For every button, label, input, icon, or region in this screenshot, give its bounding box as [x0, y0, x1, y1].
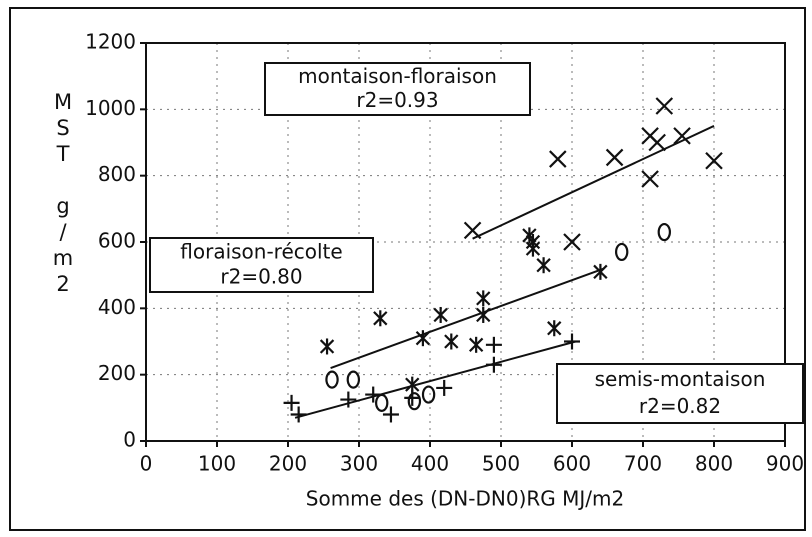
ring: [421, 385, 436, 404]
regression-line: [330, 267, 605, 369]
stroke: [648, 133, 666, 152]
x-tick-label: 300: [340, 452, 378, 476]
point: [340, 391, 357, 408]
y-tick-label: 1000: [85, 96, 136, 120]
point: [365, 386, 382, 403]
y-tick-label: 1200: [85, 30, 136, 54]
stroke: [563, 233, 581, 251]
point: [549, 150, 567, 168]
x-tick-label: 100: [198, 452, 236, 476]
y-tick-label: 600: [98, 229, 136, 253]
y-tick-label: 200: [98, 361, 136, 385]
regression-line: [294, 340, 576, 419]
point: [375, 393, 389, 412]
stroke: [641, 170, 659, 188]
point: [564, 333, 580, 350]
point: [290, 406, 307, 423]
point: [421, 385, 436, 404]
y-tick-label: 800: [98, 162, 136, 186]
point: [476, 306, 491, 323]
stroke: [605, 148, 624, 167]
ring: [407, 392, 422, 411]
point: [436, 379, 453, 396]
point: [536, 257, 551, 274]
point: [485, 336, 502, 353]
point: [404, 389, 421, 406]
annotation-r2: r2=0.93: [356, 88, 438, 112]
point: [346, 370, 361, 389]
stroke: [673, 127, 691, 145]
y-tick-label: 0: [123, 428, 136, 452]
x-tick-label: 0: [140, 452, 153, 476]
regression-line: [472, 125, 715, 240]
point: [563, 233, 581, 251]
y-axis-label: MST g/m2: [51, 90, 75, 298]
point: [373, 310, 388, 327]
annotation-text: floraison-récolte: [180, 240, 342, 264]
point: [485, 356, 502, 373]
point: [382, 406, 399, 423]
plot-frame: [145, 42, 786, 442]
point: [325, 370, 339, 389]
point: [468, 336, 484, 353]
x-tick-label: 800: [695, 452, 733, 476]
annotation-box: [264, 62, 531, 116]
point: [444, 333, 459, 350]
x-tick-label: 500: [482, 452, 520, 476]
x-axis-label: Somme des (DN-DN0)RG MJ/m2: [306, 487, 624, 511]
annotation-text: semis-montaison: [595, 367, 766, 391]
stroke: [549, 150, 567, 168]
point: [415, 330, 431, 347]
point: [605, 148, 624, 167]
point: [593, 263, 608, 280]
point: [648, 133, 666, 152]
stroke: [463, 221, 482, 240]
x-tick-label: 900: [766, 452, 804, 476]
y-tick-label: 400: [98, 295, 136, 319]
ring: [615, 242, 629, 262]
point: [407, 392, 422, 411]
point: [547, 320, 562, 337]
point: [463, 221, 482, 240]
annotation-box: [149, 237, 374, 293]
point: [525, 240, 541, 257]
point: [641, 170, 659, 188]
ring: [325, 370, 339, 389]
ring: [346, 370, 361, 389]
frame: [9, 7, 806, 531]
x-tick-label: 700: [624, 452, 662, 476]
annotation-r2: r2=0.80: [220, 264, 302, 288]
point: [657, 222, 671, 242]
stroke: [655, 97, 674, 115]
annotation-r2: r2=0.82: [639, 394, 721, 418]
point: [319, 338, 335, 355]
point: [673, 127, 691, 145]
point: [615, 242, 629, 262]
x-tick-label: 200: [269, 452, 307, 476]
ring: [657, 222, 671, 242]
x-tick-label: 600: [553, 452, 591, 476]
ring: [375, 393, 389, 412]
annotation-box: [556, 363, 804, 424]
point: [476, 290, 491, 307]
x-tick-label: 400: [411, 452, 449, 476]
point: [705, 151, 723, 170]
point: [655, 97, 674, 115]
stroke: [705, 151, 723, 170]
annotation-text: montaison-floraison: [298, 64, 497, 88]
point: [283, 394, 300, 411]
point: [433, 306, 448, 323]
